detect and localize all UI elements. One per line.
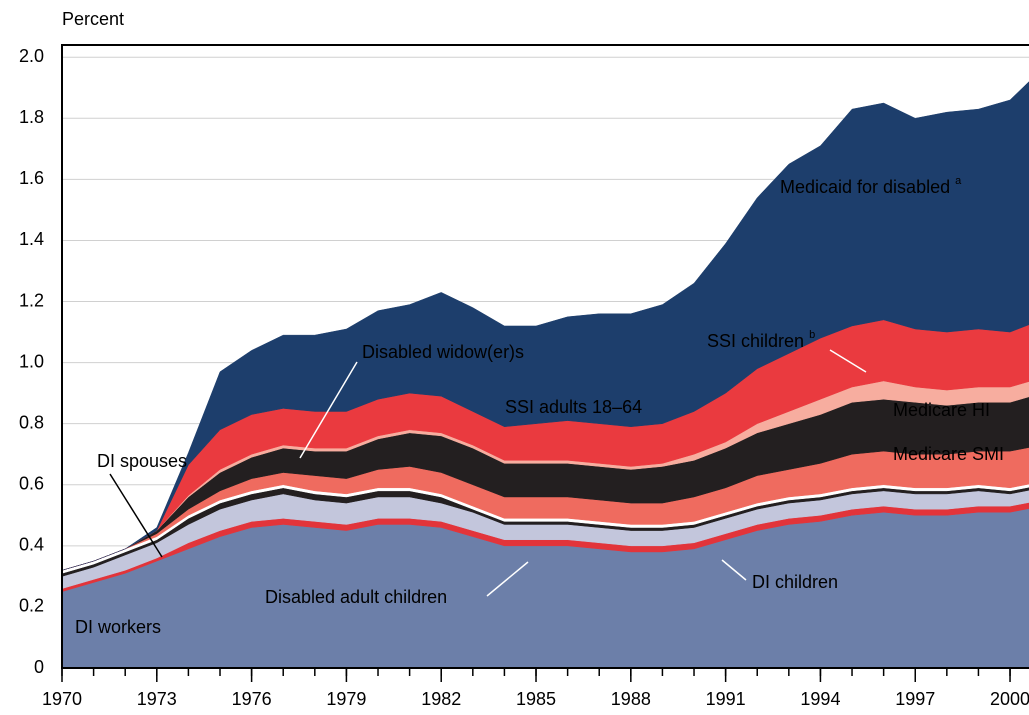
leader-line: [109, 473, 163, 558]
x-tick-label: 1997: [895, 689, 935, 709]
y-tick-label: 1.4: [19, 229, 44, 249]
y-tick-label: 0: [34, 657, 44, 677]
series-label: DI spouses: [97, 451, 187, 471]
y-tick-label: 1.2: [19, 290, 44, 310]
x-tick-label: 1991: [706, 689, 746, 709]
area: [62, 81, 1029, 571]
series-label: DI children: [752, 572, 838, 592]
series-name: DI children: [752, 572, 838, 592]
x-tick-label: 1979: [326, 689, 366, 709]
series-label: SSI children b: [707, 329, 815, 351]
series-name: DI workers: [75, 617, 161, 637]
series-name: Medicaid for disabled: [780, 177, 950, 197]
series-name: Disabled adult children: [265, 587, 447, 607]
y-tick-label: 0.8: [19, 412, 44, 432]
series-label: Disabled adult children: [265, 587, 447, 607]
series-label: SSI adults 18–64: [505, 397, 642, 417]
x-tick-label: 1985: [516, 689, 556, 709]
y-tick-label: 1.8: [19, 107, 44, 127]
series-name: SSI children: [707, 331, 804, 351]
y-tick-label: 2.0: [19, 46, 44, 66]
leader-line: [721, 559, 747, 581]
footnote-mark: b: [809, 329, 815, 341]
x-tick-label: 1982: [421, 689, 461, 709]
x-tick-label: 1976: [232, 689, 272, 709]
x-tick-label: 1970: [42, 689, 82, 709]
leader-line: [486, 561, 529, 597]
series-label: Medicare SMI: [893, 444, 1004, 464]
series-name: DI spouses: [97, 451, 187, 471]
x-tick-label: 2000: [990, 689, 1029, 709]
series-name: Medicare HI: [893, 400, 990, 420]
x-tick-label: 1973: [137, 689, 177, 709]
footnote-mark: a: [955, 175, 962, 187]
series-name: SSI adults 18–64: [505, 397, 642, 417]
y-tick-label: 0.4: [19, 535, 44, 555]
y-axis-label: Percent: [62, 9, 124, 29]
y-tick-label: 1.6: [19, 168, 44, 188]
y-tick-label: 1.0: [19, 351, 44, 371]
series-label: Medicare HI: [893, 400, 990, 420]
plot-frame: [61, 44, 1029, 669]
leader-line: [829, 349, 867, 373]
series-label: DI workers: [75, 617, 161, 637]
x-tick-label: 1994: [800, 689, 840, 709]
y-tick-label: 0.2: [19, 596, 44, 616]
series-name: Medicare SMI: [893, 444, 1004, 464]
leader-line: [299, 361, 358, 459]
series-name: Disabled widow(er)s: [362, 342, 524, 362]
x-tick-label: 1988: [611, 689, 651, 709]
series-label: Disabled widow(er)s: [362, 342, 524, 362]
series-label: Medicaid for disabled a: [780, 175, 962, 197]
y-tick-label: 0.6: [19, 474, 44, 494]
